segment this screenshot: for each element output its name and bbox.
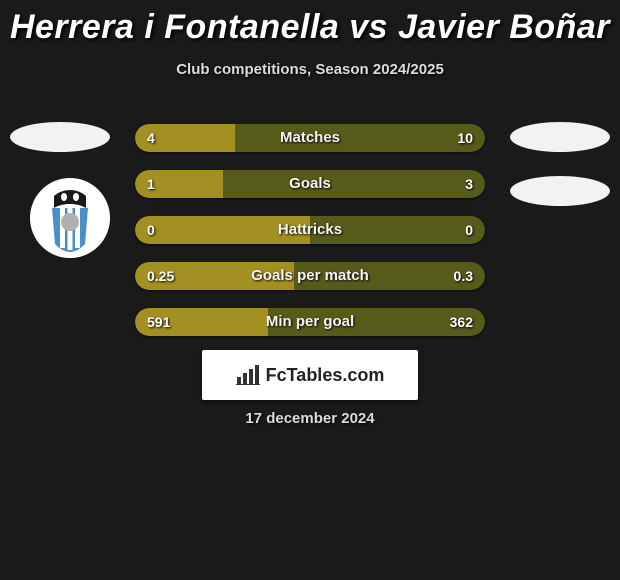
stat-label: Min per goal [135, 308, 485, 336]
comparison-rows: 410Matches 13Goals 00Hattricks 0.250.3Goals… [135, 124, 485, 354]
page-title: Herrera i Fontanella vs Javier Boñar [0, 0, 620, 47]
player1-badge [10, 122, 110, 152]
stat-label: Goals per match [135, 262, 485, 290]
bar-chart-icon [236, 365, 260, 385]
stat-row: 13Goals [135, 170, 485, 198]
stat-label: Goals [135, 170, 485, 198]
stat-row: 410Matches [135, 124, 485, 152]
club-logo [30, 178, 110, 258]
stat-row: 00Hattricks [135, 216, 485, 244]
watermark: FcTables.com [202, 350, 418, 400]
page-subtitle: Club competitions, Season 2024/2025 [0, 61, 620, 78]
stat-label: Hattricks [135, 216, 485, 244]
player2-badge-2 [510, 176, 610, 206]
watermark-text: FcTables.com [266, 365, 385, 386]
stat-row: 0.250.3Goals per match [135, 262, 485, 290]
stat-row: 591362Min per goal [135, 308, 485, 336]
player2-badge-1 [510, 122, 610, 152]
stat-label: Matches [135, 124, 485, 152]
club-crest-icon [30, 178, 110, 258]
date-text: 17 december 2024 [0, 410, 620, 427]
